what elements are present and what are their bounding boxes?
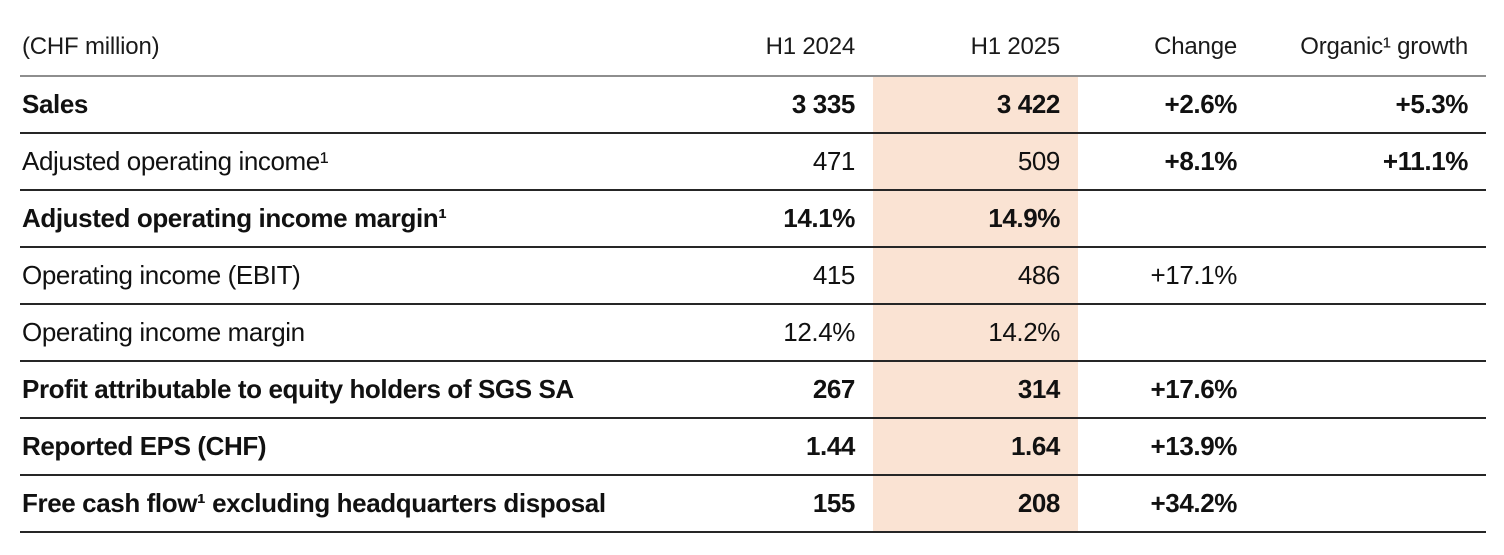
column-header-unit: (CHF million) [20,0,620,77]
cell-organic-growth [1255,418,1486,476]
cell-organic-growth [1255,361,1486,419]
cell-h1-2024: 1.44 [620,418,873,476]
cell-organic-growth: +5.3% [1255,76,1486,134]
cell-h1-2025: 14.9% [873,190,1078,248]
column-header-h1-2025: H1 2025 [873,0,1078,77]
row-label: Sales [20,76,620,134]
cell-change: +17.1% [1078,247,1255,305]
table-row-free-cash-flow: Free cash flow¹ excluding headquarters d… [20,475,1486,533]
row-label: Operating income margin [20,304,620,362]
cell-h1-2025: 314 [873,361,1078,419]
table-row-adjusted-operating-income-margin: Adjusted operating income margin¹ 14.1% … [20,190,1486,248]
cell-organic-growth [1255,247,1486,305]
cell-organic-growth [1255,304,1486,362]
cell-h1-2024: 3 335 [620,76,873,134]
cell-organic-growth [1255,475,1486,533]
row-label: Adjusted operating income¹ [20,133,620,191]
table-row-reported-eps: Reported EPS (CHF) 1.44 1.64 +13.9% [20,418,1486,476]
column-header-change: Change [1078,0,1255,77]
table-row-operating-income-ebit: Operating income (EBIT) 415 486 +17.1% [20,247,1486,305]
table-row-adjusted-operating-income: Adjusted operating income¹ 471 509 +8.1%… [20,133,1486,191]
row-label: Operating income (EBIT) [20,247,620,305]
financial-results-table: (CHF million) H1 2024 H1 2025 Change Org… [20,0,1486,533]
row-label: Profit attributable to equity holders of… [20,361,620,419]
cell-h1-2025: 208 [873,475,1078,533]
cell-h1-2024: 471 [620,133,873,191]
cell-organic-growth [1255,190,1486,248]
financial-results-table-wrap: (CHF million) H1 2024 H1 2025 Change Org… [20,0,1486,533]
cell-h1-2024: 12.4% [620,304,873,362]
cell-h1-2025: 509 [873,133,1078,191]
cell-change: +8.1% [1078,133,1255,191]
cell-h1-2024: 267 [620,361,873,419]
column-header-organic-growth: Organic¹ growth [1255,0,1486,77]
cell-change: +2.6% [1078,76,1255,134]
row-label: Free cash flow¹ excluding headquarters d… [20,475,620,533]
cell-change: +17.6% [1078,361,1255,419]
cell-h1-2025: 1.64 [873,418,1078,476]
table-row-operating-income-margin: Operating income margin 12.4% 14.2% [20,304,1486,362]
cell-change: +34.2% [1078,475,1255,533]
cell-h1-2025: 486 [873,247,1078,305]
cell-change: +13.9% [1078,418,1255,476]
cell-h1-2025: 14.2% [873,304,1078,362]
cell-h1-2024: 415 [620,247,873,305]
cell-change [1078,304,1255,362]
cell-h1-2025: 3 422 [873,76,1078,134]
table-row-sales: Sales 3 335 3 422 +2.6% +5.3% [20,76,1486,134]
cell-h1-2024: 155 [620,475,873,533]
row-label: Adjusted operating income margin¹ [20,190,620,248]
cell-organic-growth: +11.1% [1255,133,1486,191]
cell-h1-2024: 14.1% [620,190,873,248]
cell-change [1078,190,1255,248]
table-row-profit-attributable: Profit attributable to equity holders of… [20,361,1486,419]
column-header-h1-2024: H1 2024 [620,0,873,77]
row-label: Reported EPS (CHF) [20,418,620,476]
header-row: (CHF million) H1 2024 H1 2025 Change Org… [20,0,1486,77]
